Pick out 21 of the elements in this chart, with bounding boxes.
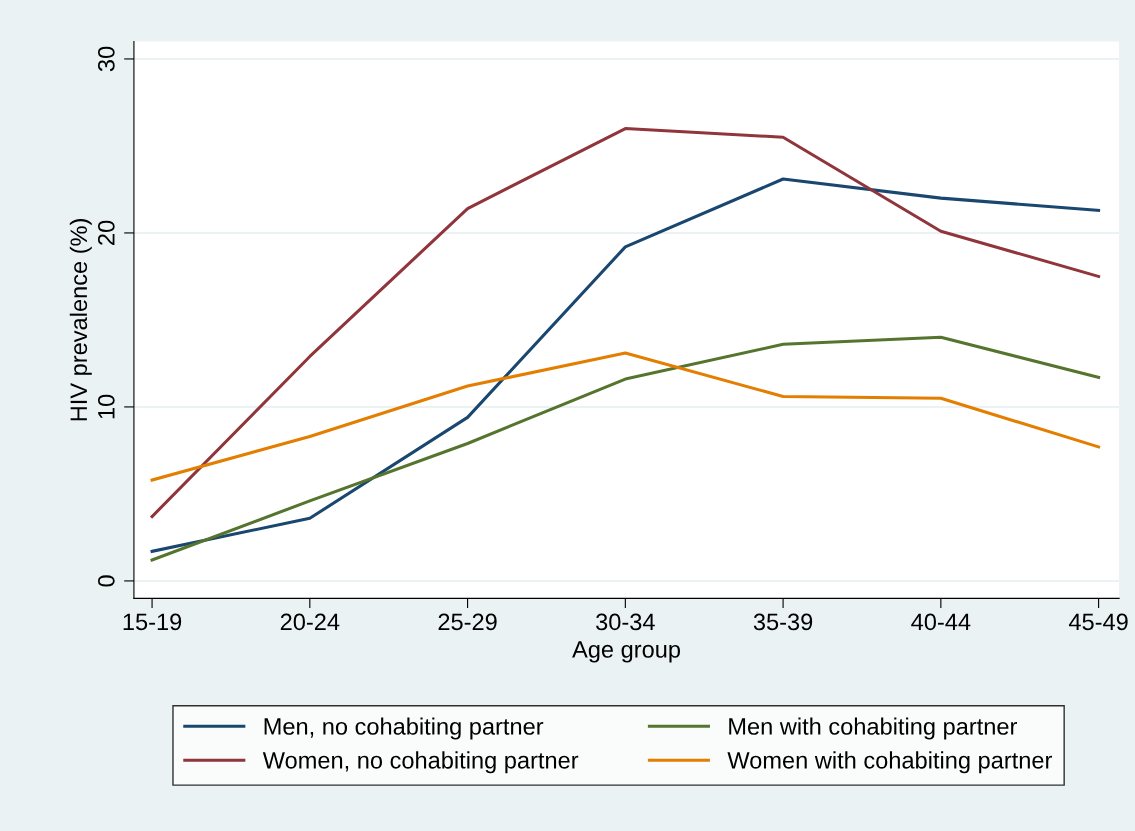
legend-label: Women, no cohabiting partner xyxy=(262,751,579,774)
line-series xyxy=(150,351,1101,482)
x-tick-label: 15-19 xyxy=(123,613,182,631)
y-tick-label: 30 xyxy=(97,46,115,72)
y-tick-label: 10 xyxy=(97,394,115,419)
legend-label: Men with cohabiting partner xyxy=(729,717,1017,740)
legend-label: Men, no cohabiting partner xyxy=(264,717,544,740)
y-tick-label: 0 xyxy=(97,575,115,587)
legend-label: Women with cohabiting partner xyxy=(727,751,1052,774)
y-axis-title: HIV prevalence (%) xyxy=(69,219,92,421)
x-tick-label: 25-29 xyxy=(438,613,497,631)
x-tick-label: 35-39 xyxy=(753,613,813,631)
x-tick-label: 20-24 xyxy=(280,613,340,631)
y-tick-label: 20 xyxy=(97,220,115,245)
x-tick-label: 45-49 xyxy=(1068,613,1128,631)
line-series xyxy=(150,335,1101,562)
x-tick-label: 30-34 xyxy=(596,613,655,631)
x-axis-title: Age group xyxy=(572,641,681,663)
x-tick-label: 40-44 xyxy=(911,613,971,631)
line-series xyxy=(150,127,1101,519)
line-series xyxy=(150,177,1101,553)
